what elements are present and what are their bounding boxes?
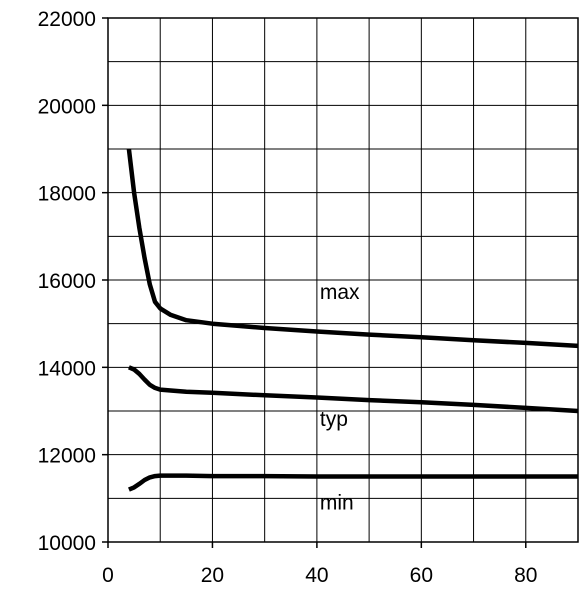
series-line-max <box>126 148 579 349</box>
series-line-typ <box>128 365 579 414</box>
x-axis-ticks: 0 20 40 60 80 <box>102 542 537 587</box>
y-tick-label: 14000 <box>38 357 96 380</box>
y-tick-label: 16000 <box>38 270 96 293</box>
y-axis-ticks: 10000 12000 14000 16000 18000 20000 22000 <box>38 8 108 555</box>
y-tick-label: 18000 <box>38 183 96 206</box>
y-tick-label: 10000 <box>38 532 96 555</box>
series-layer <box>126 148 579 492</box>
annotations: max typ min <box>320 281 360 514</box>
x-tick-label: 80 <box>514 564 537 587</box>
series-line-min <box>128 473 578 492</box>
x-tick-label: 20 <box>201 564 224 587</box>
y-tick-label: 12000 <box>38 445 96 468</box>
grid <box>108 18 578 542</box>
x-tick-label: 0 <box>102 564 114 587</box>
series-label-typ: typ <box>320 408 348 431</box>
y-tick-label: 20000 <box>38 95 96 118</box>
series-label-max: max <box>320 281 360 304</box>
series-label-min: min <box>320 491 354 514</box>
y-tick-label: 22000 <box>38 8 96 31</box>
x-tick-label: 40 <box>305 564 328 587</box>
x-tick-label: 60 <box>410 564 433 587</box>
